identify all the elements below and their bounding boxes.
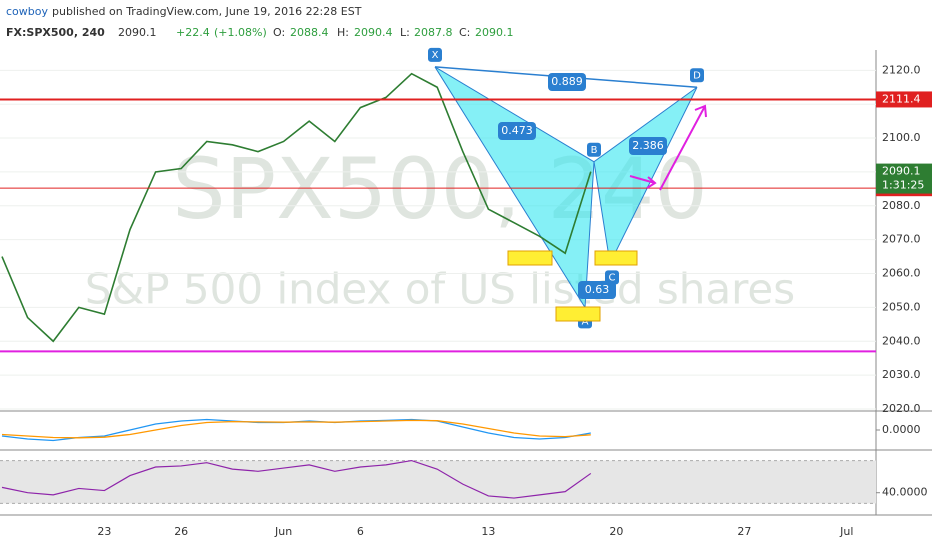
y-tick-label: 2040.0	[882, 334, 921, 347]
x-tick-label: 23	[97, 525, 111, 538]
ratio-badge	[578, 281, 616, 299]
pattern-point-label: B	[591, 145, 598, 156]
pattern-leg	[434, 66, 595, 309]
pattern-point-label: A	[582, 316, 589, 327]
c-label: C:	[459, 26, 470, 39]
open: 2088.4	[290, 26, 329, 39]
ratio-label: 0.889	[551, 75, 583, 88]
high: 2090.4	[354, 26, 393, 39]
symbol: FX:SPX500, 240	[6, 26, 105, 39]
y-tick-label: 40.0000	[882, 486, 928, 499]
x-tick-label: Jul	[839, 525, 853, 538]
pattern-point-badge	[605, 270, 619, 285]
change-pct: (+1.08%)	[214, 26, 267, 39]
x-tick-label: 27	[737, 525, 751, 538]
y-tick-label: 0.0000	[882, 423, 921, 436]
series-line	[1, 419, 591, 439]
last-tag	[876, 163, 932, 194]
x-tick-label: 20	[609, 525, 623, 538]
x-tick-label: 13	[481, 525, 495, 538]
y-tick-label: 2080.0	[882, 199, 921, 212]
pattern-point-label: D	[693, 70, 701, 81]
x-tick-label: 6	[357, 525, 364, 538]
support-box	[555, 306, 601, 322]
pattern-leg	[593, 86, 698, 266]
pattern-point-badge	[428, 47, 442, 62]
low: 2087.8	[414, 26, 453, 39]
y-tick-label: 2070.0	[882, 233, 921, 246]
published: published on TradingView.com, June 19, 2…	[52, 5, 362, 18]
level-tag	[876, 91, 932, 108]
y-tick-label: 2060.0	[882, 267, 921, 280]
x-tick-label: Jun	[274, 525, 292, 538]
series-line	[1, 459, 592, 499]
ratio-badge	[548, 73, 586, 91]
projection-arrow	[629, 104, 707, 191]
l-label: L:	[400, 26, 410, 39]
ratio-badge	[498, 122, 536, 140]
series-line	[1, 72, 592, 343]
y-tick-label: 2030.0	[882, 368, 921, 381]
level-label: 2111.4	[882, 92, 921, 105]
pattern-point-label: X	[432, 50, 439, 61]
change: +22.4	[176, 26, 210, 39]
pattern-point-badge	[587, 142, 601, 157]
ratio-label: 2.386	[632, 139, 664, 152]
support-box	[594, 250, 638, 266]
watermark-description: S&P 500 index of US listed shares	[85, 265, 795, 314]
o-label: O:	[273, 26, 285, 39]
y-tick-label: 2020.0	[882, 402, 921, 415]
rsi-band	[0, 460, 876, 504]
y-tick-label: 2100.0	[882, 131, 921, 144]
ratio-badge	[629, 137, 667, 155]
last: 2090.1	[118, 26, 157, 39]
last-price: 2090.1	[882, 165, 921, 178]
y-tick-label: 2120.0	[882, 63, 921, 76]
x-tick-label: 26	[174, 525, 188, 538]
h-label: H:	[337, 26, 349, 39]
y-tick-label: 2050.0	[882, 300, 921, 313]
pattern-point-badge	[690, 68, 704, 83]
pattern-point-label: C	[609, 272, 616, 283]
close: 2090.1	[475, 26, 514, 39]
author: cowboy	[6, 5, 48, 18]
support-box	[507, 250, 553, 266]
ratio-label: 0.473	[501, 124, 533, 137]
countdown: 1:31:25	[882, 179, 924, 192]
ratio-label: 0.63	[585, 283, 610, 296]
